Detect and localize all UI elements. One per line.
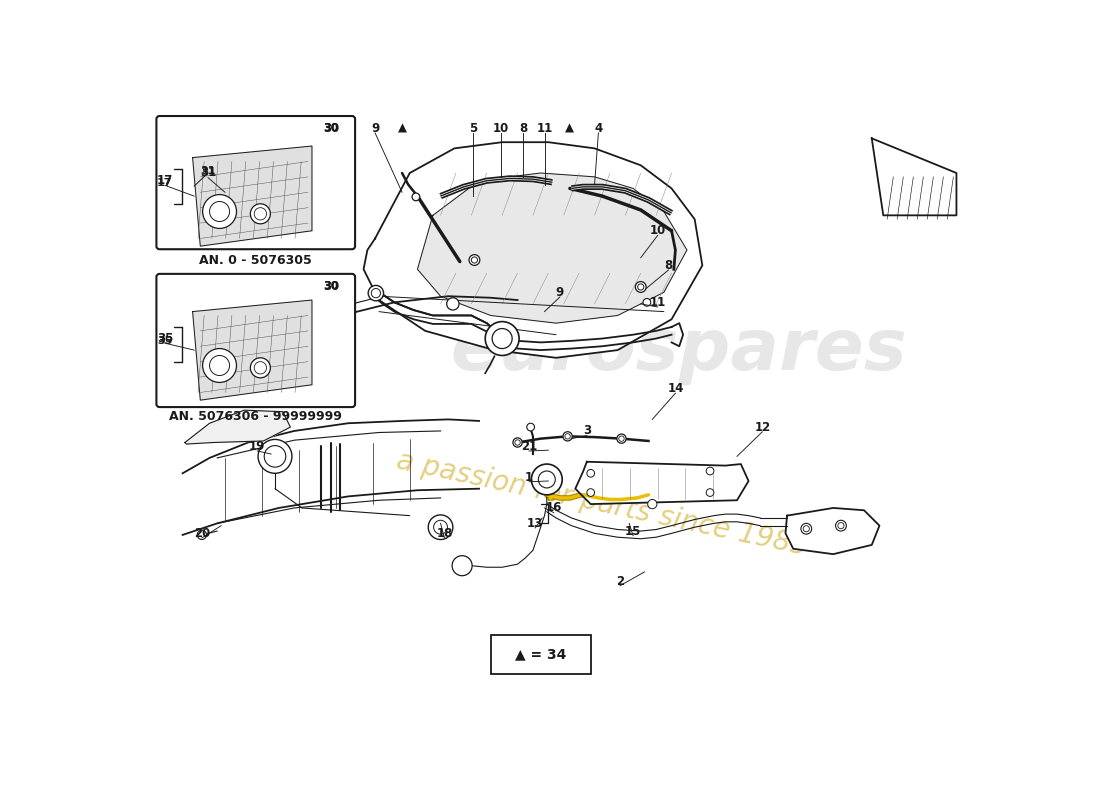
Circle shape [209, 355, 230, 375]
Circle shape [644, 298, 651, 306]
Circle shape [485, 322, 519, 355]
Text: 11: 11 [537, 122, 553, 135]
Polygon shape [192, 300, 312, 400]
Circle shape [515, 440, 520, 445]
Text: 20: 20 [194, 527, 210, 540]
Text: 10: 10 [650, 224, 666, 238]
Circle shape [258, 439, 292, 474]
Text: 30: 30 [322, 281, 338, 291]
Circle shape [513, 438, 522, 447]
Polygon shape [575, 462, 749, 504]
Text: 30: 30 [323, 281, 339, 294]
Circle shape [527, 423, 535, 431]
Circle shape [447, 298, 459, 310]
Circle shape [197, 530, 207, 539]
Text: AN. 0 - 5076305: AN. 0 - 5076305 [199, 254, 312, 267]
Polygon shape [785, 508, 880, 554]
Text: 17: 17 [157, 174, 173, 187]
Text: 11: 11 [650, 296, 666, 309]
Text: 35: 35 [156, 332, 173, 345]
Circle shape [368, 286, 384, 301]
Circle shape [251, 204, 271, 224]
Circle shape [706, 467, 714, 475]
Text: 15: 15 [625, 525, 641, 538]
Text: AN. 5076306 - 99999999: AN. 5076306 - 99999999 [169, 410, 342, 423]
Circle shape [254, 362, 266, 374]
Text: 17: 17 [157, 178, 173, 188]
Text: 9: 9 [371, 122, 380, 135]
Text: 21: 21 [521, 440, 537, 453]
Text: 2: 2 [616, 574, 624, 587]
Circle shape [251, 358, 271, 378]
Circle shape [471, 257, 477, 263]
Circle shape [565, 434, 570, 439]
Polygon shape [192, 146, 312, 246]
Polygon shape [363, 142, 703, 358]
Circle shape [428, 515, 453, 539]
Circle shape [638, 284, 644, 290]
Circle shape [469, 254, 480, 266]
Text: 8: 8 [519, 122, 527, 135]
Polygon shape [418, 173, 686, 323]
Circle shape [803, 526, 810, 532]
Circle shape [586, 470, 595, 477]
Text: 1: 1 [525, 470, 533, 484]
Text: 16: 16 [546, 502, 562, 514]
Text: eurospares: eurospares [451, 315, 908, 385]
Text: ▲: ▲ [397, 122, 407, 135]
Text: ▲: ▲ [564, 122, 573, 135]
Circle shape [264, 446, 286, 467]
Text: a passion for parts since 1985: a passion for parts since 1985 [394, 446, 811, 562]
Text: 10: 10 [493, 122, 508, 135]
Circle shape [617, 434, 626, 443]
Circle shape [636, 282, 646, 292]
Circle shape [412, 193, 420, 201]
Polygon shape [871, 138, 957, 215]
Circle shape [538, 471, 556, 488]
Circle shape [531, 464, 562, 495]
Circle shape [648, 499, 657, 509]
Text: 4: 4 [594, 122, 603, 135]
Text: 3: 3 [583, 425, 591, 438]
Text: 30: 30 [323, 122, 339, 135]
Circle shape [372, 289, 381, 298]
Text: 19: 19 [249, 440, 265, 453]
Text: 9: 9 [556, 286, 564, 299]
Text: 18: 18 [437, 527, 452, 540]
Circle shape [209, 202, 230, 222]
Circle shape [586, 489, 595, 496]
Circle shape [706, 489, 714, 496]
Text: 14: 14 [668, 382, 683, 395]
Text: 8: 8 [664, 259, 672, 272]
Text: 13: 13 [527, 517, 543, 530]
FancyBboxPatch shape [491, 635, 591, 674]
Circle shape [836, 520, 846, 531]
Circle shape [801, 523, 812, 534]
FancyBboxPatch shape [156, 116, 355, 250]
Circle shape [619, 436, 624, 442]
Circle shape [433, 520, 448, 534]
Text: 31: 31 [200, 166, 216, 179]
Circle shape [254, 208, 266, 220]
Circle shape [563, 432, 572, 441]
Circle shape [492, 329, 513, 349]
Text: 31: 31 [200, 166, 216, 176]
FancyBboxPatch shape [156, 274, 355, 407]
Text: ▲ = 34: ▲ = 34 [515, 647, 566, 662]
Circle shape [452, 556, 472, 576]
Text: 5: 5 [469, 122, 477, 135]
Circle shape [202, 194, 236, 229]
Circle shape [202, 349, 236, 382]
Text: 12: 12 [755, 421, 770, 434]
Text: 30: 30 [322, 123, 338, 134]
Circle shape [838, 522, 844, 529]
Polygon shape [185, 410, 290, 444]
Text: 35: 35 [157, 336, 173, 346]
